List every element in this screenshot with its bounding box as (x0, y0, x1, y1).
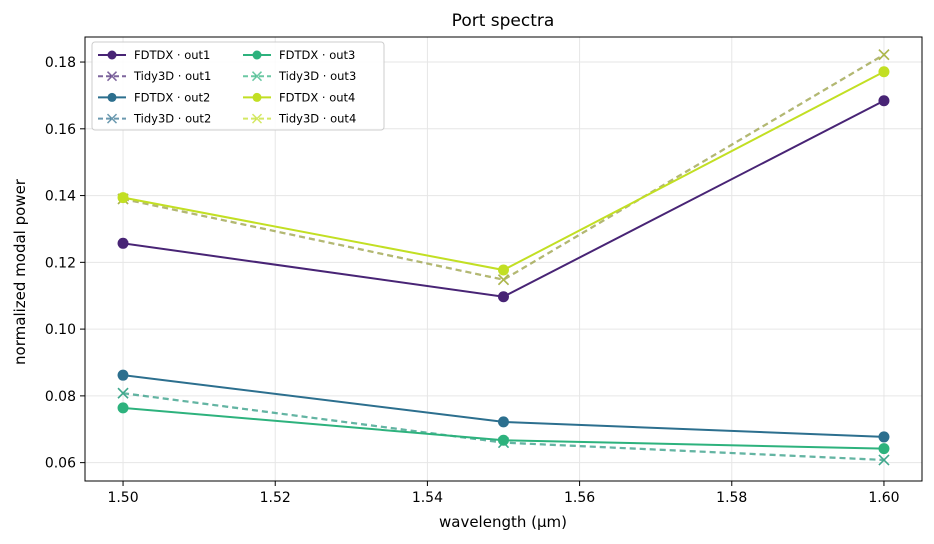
legend-entry: Tidy3D · out3 (243, 69, 356, 83)
y-tick-label: 0.10 (45, 322, 76, 338)
legend-entry: Tidy3D · out2 (98, 112, 211, 126)
x-axis-title: wavelength (µm) (439, 513, 567, 531)
legend-entry: FDTDX · out2 (98, 90, 210, 104)
legend-swatch-marker (106, 71, 118, 82)
data-point (497, 274, 510, 286)
legend-entry: FDTDX · out1 (98, 48, 210, 62)
series-group (117, 49, 890, 466)
legend-swatch-marker (251, 113, 263, 124)
x-tick-label: 1.60 (868, 490, 899, 506)
legend-entry: FDTDX · out4 (243, 90, 355, 104)
data-point (878, 431, 890, 443)
series-1 (117, 95, 890, 303)
data-point (117, 369, 129, 381)
chart-title: Port spectra (452, 11, 555, 31)
data-point (497, 437, 510, 449)
legend-swatch-marker (106, 113, 118, 124)
data-point (878, 66, 890, 78)
data-point (117, 193, 129, 205)
y-tick-label: 0.06 (45, 456, 76, 472)
series-3 (117, 369, 890, 443)
series-7 (117, 66, 890, 276)
data-point (878, 443, 890, 455)
legend-box (91, 41, 385, 131)
data-point (498, 264, 509, 276)
y-axis-ticks: 0.06 0.08 0.10 0.12 0.14 0.16 0.18 (45, 55, 85, 472)
data-point (498, 291, 509, 303)
x-tick-label: 1.52 (260, 490, 291, 506)
y-tick-label: 0.14 (45, 189, 76, 205)
series-line (122, 53, 885, 281)
series-8 (117, 49, 890, 286)
data-point (117, 237, 129, 249)
legend-entry: Tidy3D · out1 (98, 69, 211, 83)
plot-frame (84, 36, 923, 482)
x-axis-ticks: 1.50 1.52 1.54 1.56 1.58 1.60 (107, 481, 900, 506)
x-tick-label: 1.56 (564, 490, 595, 506)
legend-label: FDTDX · out1 (134, 48, 210, 62)
x-tick-label: 1.58 (716, 490, 747, 506)
y-tick-label: 0.12 (45, 255, 76, 271)
legend-label: FDTDX · out3 (279, 48, 355, 62)
y-tick-label: 0.16 (45, 122, 76, 138)
legend-entry: Tidy3D · out4 (243, 112, 356, 126)
legend: FDTDX · out1 Tidy3D · out1 FDTDX · out2 Tid… (91, 41, 385, 131)
data-point (117, 192, 129, 204)
x-tick-label: 1.50 (107, 490, 138, 506)
legend-swatch-marker (252, 92, 262, 102)
legend-label: Tidy3D · out3 (278, 69, 356, 83)
y-axis-title: normalized modal power (11, 178, 29, 365)
legend-label: FDTDX · out2 (134, 90, 210, 104)
legend-swatch-marker (107, 50, 117, 60)
series-line (122, 374, 884, 438)
series-5 (117, 402, 890, 455)
legend-entry: FDTDX · out3 (243, 48, 355, 62)
legend-label: Tidy3D · out2 (133, 112, 211, 126)
data-point (117, 402, 129, 414)
series-6 (117, 387, 890, 466)
legend-swatch-marker (251, 71, 263, 82)
data-point (878, 454, 890, 466)
legend-swatch-marker (107, 92, 117, 102)
legend-label: Tidy3D · out4 (278, 112, 356, 126)
y-tick-label: 0.08 (45, 389, 76, 405)
series-line (122, 53, 885, 281)
legend-label: Tidy3D · out1 (133, 69, 211, 83)
legend-swatch-marker (252, 50, 262, 60)
data-point (117, 387, 129, 399)
y-tick-label: 0.18 (45, 55, 76, 71)
legend-label: FDTDX · out4 (279, 90, 355, 104)
x-tick-label: 1.54 (412, 490, 443, 506)
data-point (878, 49, 890, 61)
data-point (498, 434, 509, 446)
data-point (498, 416, 509, 428)
data-point (878, 95, 890, 107)
